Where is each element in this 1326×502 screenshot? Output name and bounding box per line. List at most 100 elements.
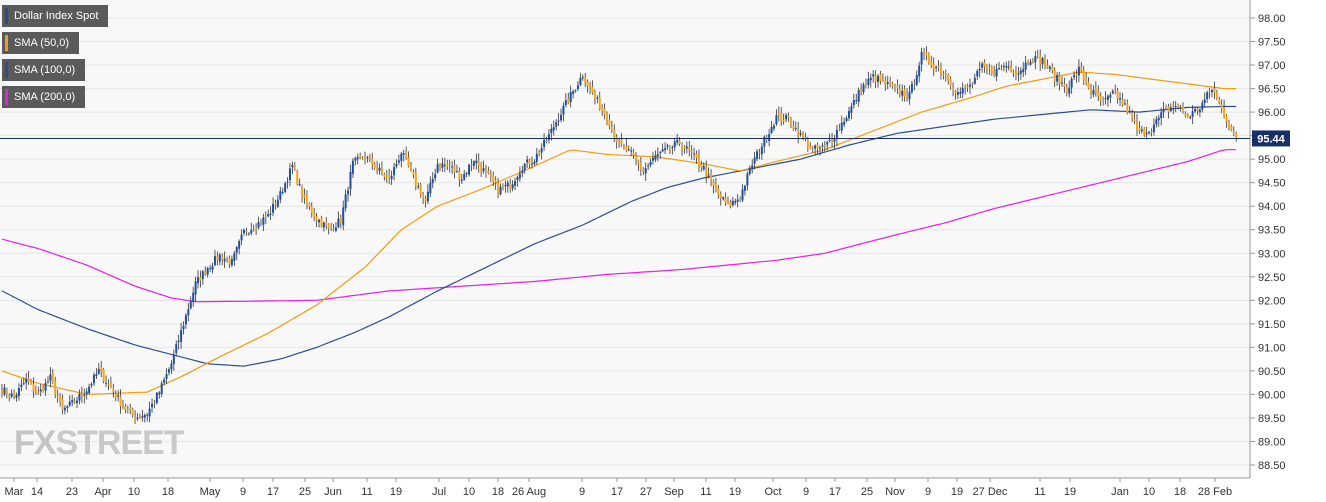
candle-body [785,114,788,120]
candle [688,141,691,157]
legend-item-sma-100[interactable]: SMA (100,0) [2,59,86,81]
candle [780,107,783,126]
candle-body [879,74,882,82]
candle-body [710,173,713,181]
candle-body [388,175,391,179]
candle-body [1024,62,1027,70]
candle-body [1177,104,1180,108]
candle [455,164,458,173]
candle-body [1201,102,1204,110]
candle [477,153,480,173]
candle [172,349,175,371]
candle-body [690,151,693,153]
candle-body [1104,98,1107,100]
candle [1116,87,1119,104]
candle-body [1048,66,1051,70]
candle [562,102,565,122]
x-tick-label: 18 [162,486,174,498]
candle [465,171,468,178]
candle-body [1000,68,1003,70]
candle [272,197,275,217]
candle-body [349,171,352,190]
candle [903,85,906,102]
candle-body [942,73,945,75]
candle-body [935,67,938,69]
candle-body [872,74,875,77]
candle-body [480,164,483,172]
candle-body [10,393,13,397]
candle [136,413,139,421]
legend-item-dollar-index[interactable]: Dollar Index Spot [2,5,109,27]
candle [390,170,393,185]
candle-body [158,392,161,395]
candle-body [1051,67,1054,72]
legend-item-sma-50[interactable]: SMA (50,0) [2,32,80,54]
candle [770,121,773,135]
candle [555,119,558,131]
candle [528,158,531,169]
candle [661,143,664,153]
candle-body [1056,74,1059,82]
candle [710,169,713,187]
candle-body [1160,112,1163,119]
candle-body [681,145,684,149]
candle [591,80,594,95]
candle [189,296,192,310]
candle-body [160,383,163,394]
candle [935,65,938,72]
candle [163,377,166,386]
candle [102,367,105,384]
candle [973,73,976,85]
candle-body [1094,88,1097,93]
candle-body [867,79,870,86]
candle [42,384,45,393]
candle [482,160,485,174]
y-tick-label: 93.50 [1258,225,1286,237]
candle-body [644,168,647,174]
candle [342,200,345,231]
candle-body [949,78,952,86]
candle-body [1027,61,1030,64]
candle [1048,65,1051,73]
candle-body [332,228,335,230]
candle-body [1230,126,1233,131]
candle [630,146,633,157]
candle [1181,102,1184,114]
candle-body [627,149,630,151]
candle [1198,108,1201,118]
candle-body [625,145,628,152]
y-tick-label: 98.00 [1258,13,1286,25]
candle [160,380,163,398]
candle [402,149,405,162]
candle [1019,67,1022,80]
candle [378,163,381,175]
candle [1215,89,1218,101]
candle-body [320,217,323,227]
candle-body [1196,108,1199,111]
candle-body [937,66,940,69]
candle [564,93,567,108]
candle [279,186,282,204]
legend-item-sma-200[interactable]: SMA (200,0) [2,86,86,108]
candle-body [494,180,497,183]
candle [322,221,325,232]
candle [305,190,308,209]
candle-body [758,152,761,154]
candle-body [898,88,901,95]
y-axis: 98.0097.5097.0096.5096.0095.5095.0094.50… [1249,0,1286,478]
y-tick-label: 94.00 [1258,201,1286,213]
candle [1065,83,1068,97]
candle-body [506,182,509,187]
candle [843,117,846,128]
candle-body [901,90,904,96]
x-tick-label: 10 [463,486,475,498]
candle [886,75,889,90]
candle-body [61,399,64,410]
candle [492,171,495,187]
candle-body [342,207,345,226]
candle [620,133,623,147]
candle [80,386,83,404]
candle [1194,106,1197,113]
candle [78,389,81,405]
